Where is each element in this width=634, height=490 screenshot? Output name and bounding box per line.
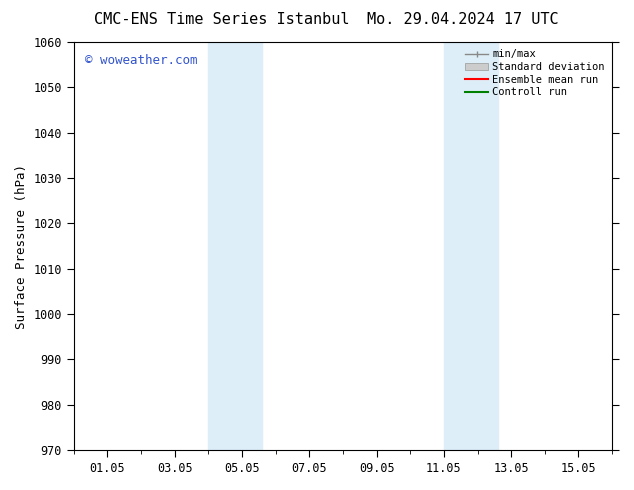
Bar	[209, 42, 262, 450]
Bar	[444, 42, 498, 450]
Y-axis label: Surface Pressure (hPa): Surface Pressure (hPa)	[15, 164, 28, 329]
Legend: min/max, Standard deviation, Ensemble mean run, Controll run: min/max, Standard deviation, Ensemble me…	[463, 47, 607, 99]
Text: © woweather.com: © woweather.com	[84, 54, 197, 67]
Text: CMC-ENS Time Series Istanbul: CMC-ENS Time Series Istanbul	[94, 12, 349, 27]
Text: Mo. 29.04.2024 17 UTC: Mo. 29.04.2024 17 UTC	[367, 12, 559, 27]
